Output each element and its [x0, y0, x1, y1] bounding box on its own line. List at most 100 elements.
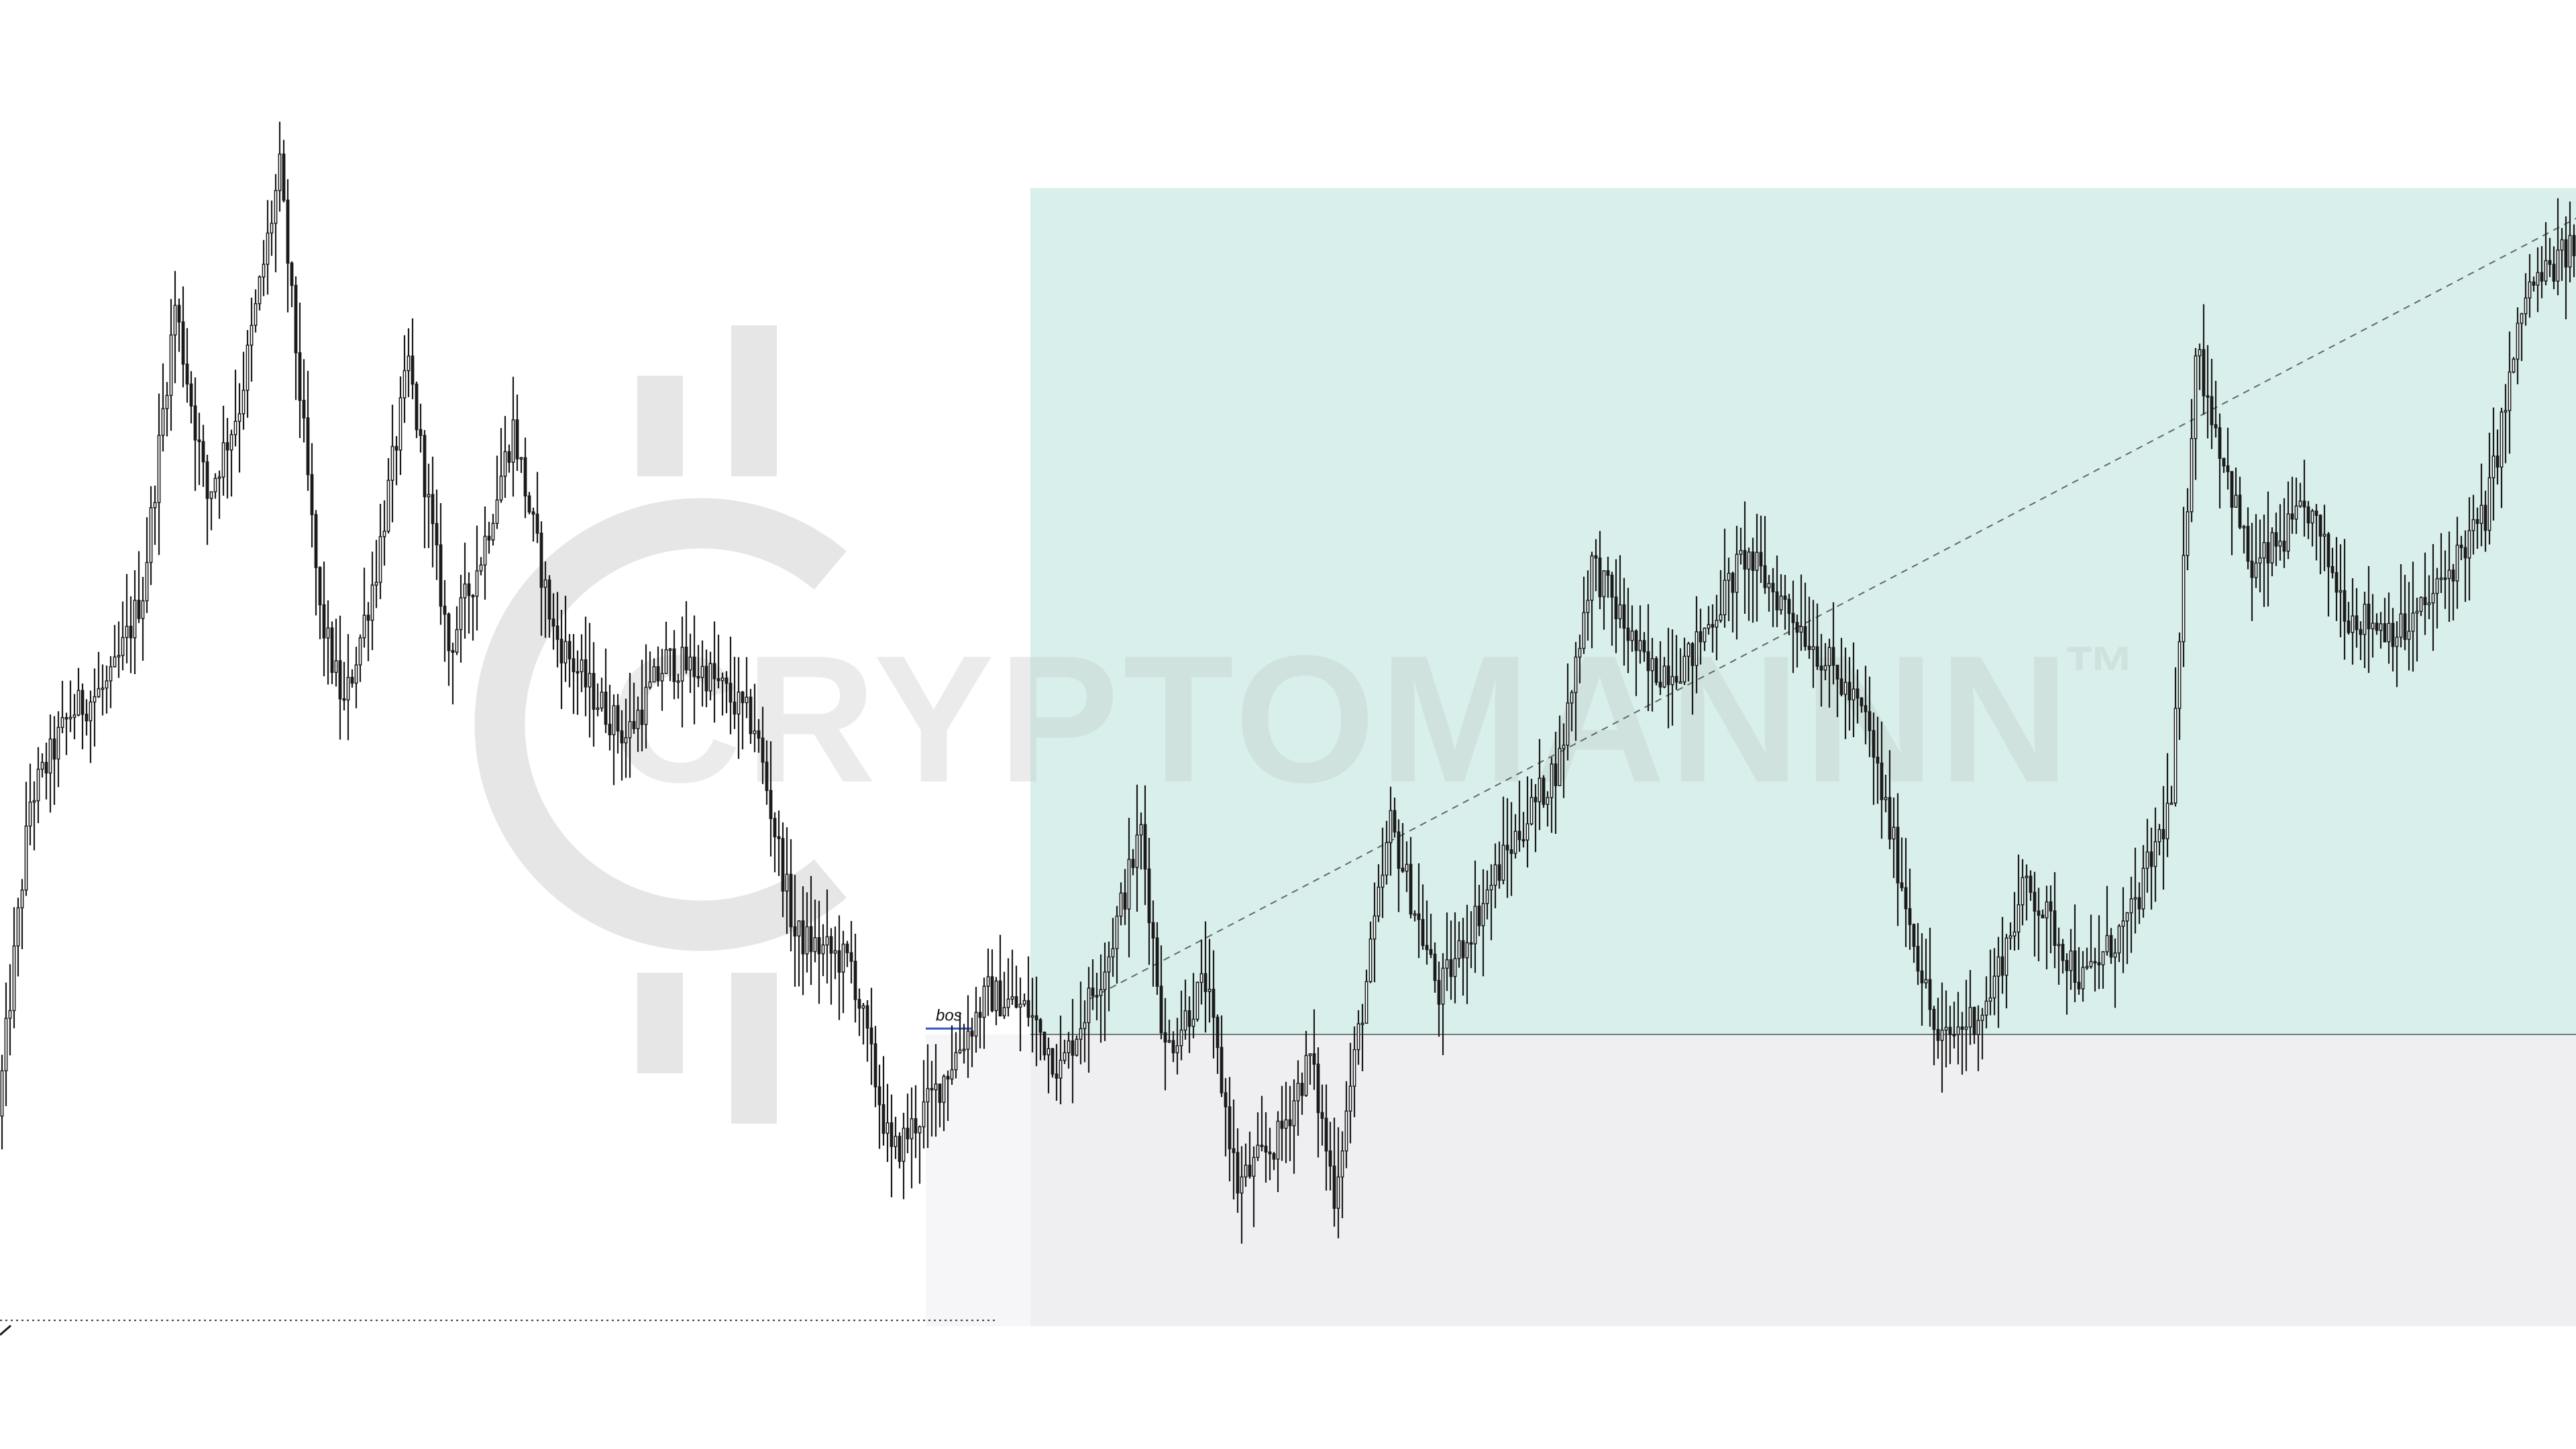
- candle: [894, 1116, 898, 1159]
- candle-body: [2536, 272, 2540, 286]
- candle-body: [2314, 511, 2318, 516]
- candle-body: [133, 600, 137, 639]
- candle: [2182, 506, 2186, 667]
- candle: [1948, 1006, 1952, 1065]
- candle-body: [1389, 810, 1393, 843]
- watermark-trademark: ™: [2063, 631, 2137, 714]
- candle-body: [1453, 958, 1457, 977]
- candle: [423, 430, 427, 549]
- candle: [2302, 460, 2306, 537]
- candle: [1912, 923, 1916, 963]
- candle-body: [1296, 1083, 1300, 1102]
- candle-body: [837, 950, 841, 973]
- candle: [117, 621, 121, 678]
- candle: [1570, 690, 1574, 732]
- candle: [64, 712, 68, 755]
- candle: [1513, 814, 1517, 859]
- candle-body: [724, 678, 729, 684]
- candle: [1292, 1079, 1296, 1174]
- candle-body: [2334, 572, 2339, 593]
- candle: [1111, 918, 1115, 977]
- candle-body: [1208, 988, 1212, 992]
- candle-body: [2379, 623, 2383, 631]
- candle: [1320, 1084, 1324, 1146]
- candle-body: [2234, 494, 2238, 508]
- candle-body: [1908, 908, 1912, 925]
- candle: [177, 298, 181, 352]
- candle-body: [604, 691, 608, 725]
- candle: [2351, 578, 2355, 665]
- candle: [1598, 531, 1602, 610]
- candle-body: [1288, 1119, 1292, 1126]
- candle-body: [1948, 1026, 1952, 1035]
- candle-body: [1767, 582, 1771, 588]
- candle: [1360, 1004, 1364, 1071]
- candle-body: [2467, 530, 2471, 559]
- candle-body: [157, 435, 161, 503]
- candle-body: [451, 650, 455, 653]
- candle: [1823, 643, 1827, 680]
- candle: [189, 371, 193, 424]
- candle: [1827, 639, 1831, 708]
- candle-body: [2025, 875, 2029, 878]
- candle-body: [624, 737, 628, 744]
- candle: [1457, 921, 1461, 968]
- candle-body: [1932, 1009, 1936, 1030]
- candle-body: [1377, 886, 1381, 917]
- candle: [2290, 476, 2294, 534]
- candle-body: [716, 678, 720, 682]
- candle-body: [330, 627, 334, 674]
- candle: [2089, 914, 2093, 969]
- candle: [2097, 915, 2101, 989]
- candle-body: [1107, 956, 1111, 973]
- candle: [386, 458, 390, 534]
- candle: [749, 688, 753, 744]
- candle-body: [865, 1005, 869, 1029]
- candle: [141, 577, 145, 661]
- candle-body: [1429, 949, 1433, 955]
- candle-body: [966, 1030, 970, 1050]
- candle: [1803, 582, 1807, 651]
- candle-body: [2145, 851, 2149, 869]
- candle-body: [2190, 437, 2194, 513]
- tool-cursor-icon: [0, 1324, 11, 1336]
- candle-body: [636, 709, 640, 729]
- candle-body: [463, 583, 467, 598]
- candle-body: [580, 659, 584, 673]
- candle: [773, 812, 777, 873]
- candle-body: [1876, 756, 1880, 764]
- candle-body: [1195, 981, 1199, 1020]
- watermark-brand-text: CRYPTOMANNN: [610, 619, 2074, 820]
- candle: [1795, 614, 1799, 668]
- candle: [737, 657, 741, 759]
- candle: [2512, 357, 2516, 374]
- candle: [338, 615, 342, 740]
- candle-body: [644, 686, 648, 725]
- candle: [1968, 970, 1972, 1045]
- candle-body: [2029, 875, 2033, 893]
- candle-body: [1747, 551, 1751, 570]
- candle-body: [181, 321, 185, 365]
- candle: [173, 270, 177, 384]
- candle: [16, 898, 20, 977]
- candle-body: [950, 1069, 954, 1080]
- candle: [250, 297, 254, 382]
- candle-body: [829, 936, 833, 954]
- candle: [1739, 527, 1743, 565]
- candle: [708, 651, 712, 701]
- candle-body: [141, 600, 145, 619]
- candle: [781, 822, 785, 918]
- candle: [1401, 822, 1405, 873]
- candle: [761, 706, 765, 784]
- candle: [1707, 606, 1711, 635]
- candle: [2226, 427, 2230, 490]
- candle: [2343, 539, 2347, 660]
- candle-body: [68, 716, 72, 720]
- candle: [169, 299, 173, 431]
- candle: [793, 875, 797, 987]
- candle: [1034, 976, 1038, 1067]
- candle: [133, 570, 137, 675]
- candle: [1851, 642, 1856, 737]
- candle: [1046, 1037, 1051, 1093]
- candle: [2008, 922, 2012, 950]
